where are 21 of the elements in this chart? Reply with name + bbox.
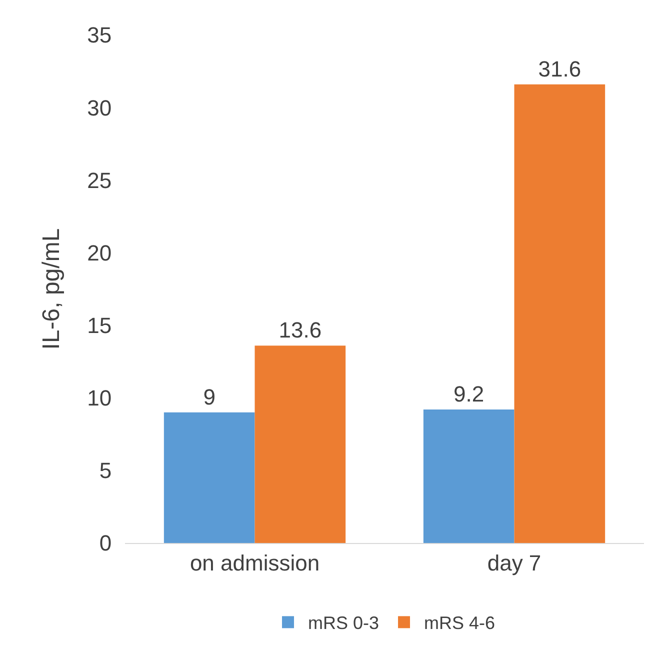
y-tick-label: 5: [99, 458, 112, 484]
legend-label: mRS 4-6: [424, 613, 496, 634]
data-label: 31.6: [538, 56, 582, 82]
y-tick-label: 10: [87, 386, 112, 411]
y-tick-label: 20: [87, 240, 112, 266]
bar: [164, 412, 255, 543]
y-tick-label: 0: [99, 530, 112, 556]
legend-label: mRS 0-3: [308, 613, 380, 634]
bar: [254, 346, 346, 543]
y-tick-label: 15: [87, 312, 112, 338]
x-tick-label: on admission: [190, 550, 320, 576]
data-label: 13.6: [278, 318, 322, 343]
data-label: 9: [203, 384, 216, 410]
data-label: 9.2: [454, 381, 484, 406]
y-tick-label: 35: [87, 22, 112, 48]
y-axis-title: IL-6, pg/mL: [38, 228, 66, 350]
y-tick-label: 30: [87, 95, 112, 120]
y-tick-label: 25: [87, 168, 112, 193]
bar: [514, 84, 606, 543]
bar: [423, 409, 514, 543]
x-tick-label: day 7: [487, 550, 542, 576]
